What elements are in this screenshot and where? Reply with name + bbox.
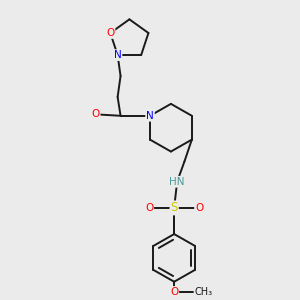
- Text: S: S: [170, 201, 178, 214]
- Text: N: N: [146, 111, 154, 121]
- Text: HN: HN: [169, 177, 185, 187]
- Text: O: O: [106, 28, 115, 38]
- Text: CH₃: CH₃: [195, 287, 213, 297]
- Text: O: O: [170, 287, 178, 297]
- Text: O: O: [145, 203, 153, 213]
- Text: O: O: [92, 109, 100, 119]
- Text: N: N: [114, 50, 122, 60]
- Text: O: O: [195, 203, 203, 213]
